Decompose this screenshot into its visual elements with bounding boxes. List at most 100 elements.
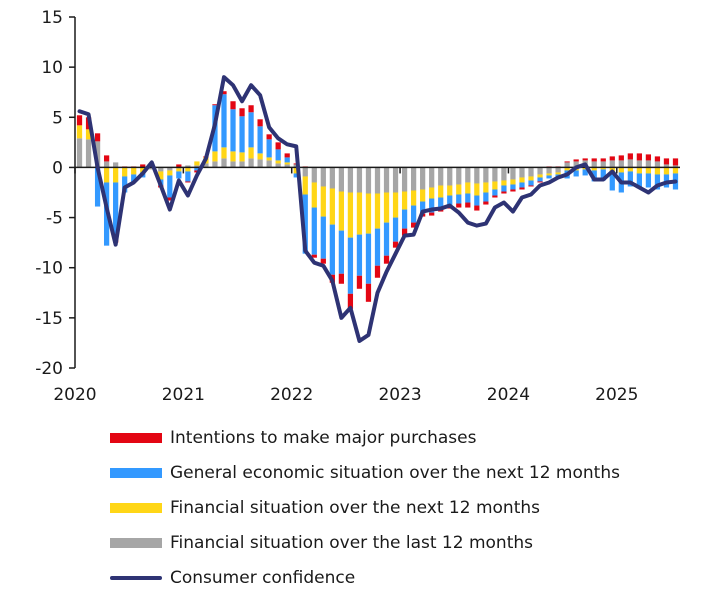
bar-general bbox=[528, 180, 534, 186]
bar-fin_last bbox=[546, 167, 552, 174]
legend-label-fin-last: Financial situation over the last 12 mon… bbox=[170, 532, 534, 553]
bar-fin_next bbox=[221, 147, 227, 159]
legend-swatch-purchases bbox=[110, 432, 162, 443]
bar-fin_next bbox=[627, 167, 633, 172]
bar-fin_next bbox=[429, 187, 435, 199]
bar-purchases bbox=[564, 161, 570, 163]
bar-fin_next bbox=[663, 167, 670, 175]
bar-general bbox=[636, 173, 642, 189]
bar-fin_next bbox=[456, 184, 462, 195]
bar-fin_last bbox=[654, 161, 661, 168]
bar-general bbox=[401, 209, 408, 229]
bar-fin_next bbox=[383, 192, 390, 223]
bar-general bbox=[392, 217, 399, 242]
bar-fin_last bbox=[465, 167, 471, 183]
bar-general bbox=[447, 195, 453, 206]
bar-purchases bbox=[356, 275, 363, 289]
bar-fin_next bbox=[447, 185, 453, 196]
bar-general bbox=[645, 173, 652, 188]
bar-fin_last bbox=[347, 167, 354, 193]
bar-general bbox=[275, 149, 281, 161]
bar-general bbox=[383, 222, 390, 256]
bar-fin_last bbox=[456, 167, 462, 185]
bar-general bbox=[176, 171, 182, 179]
chart-area: 15 10 5 0 -5 -10 -15 -20 2020 2021 2022 2023 2024 202… bbox=[35, 8, 680, 405]
bar-fin_next bbox=[420, 189, 426, 202]
bar-purchases bbox=[519, 187, 525, 190]
bar-fin_last bbox=[618, 160, 624, 168]
legend-swatch-fin-next bbox=[110, 502, 162, 513]
bar-fin_last bbox=[167, 167, 173, 171]
bar-fin_last bbox=[275, 163, 281, 168]
ticks-layer: 15 10 5 0 -5 -10 -15 -20 2020 2021 2022 2023 2024 202… bbox=[35, 8, 638, 405]
bar-purchases bbox=[392, 241, 399, 248]
bar-fin_next bbox=[654, 167, 661, 175]
bar-fin_last bbox=[564, 162, 570, 168]
legend-label-confidence: Consumer confidence bbox=[170, 567, 356, 588]
bar-fin_last bbox=[609, 160, 615, 168]
bar-fin_next bbox=[438, 185, 444, 198]
y-tick-label: -10 bbox=[35, 259, 63, 279]
bar-fin_last bbox=[338, 167, 344, 192]
bar-fin_last bbox=[636, 160, 642, 168]
bar-fin_last bbox=[537, 167, 543, 175]
bar-fin_last bbox=[672, 165, 679, 168]
bar-fin_next bbox=[284, 162, 290, 165]
bar-fin_next bbox=[122, 167, 128, 177]
bar-purchases bbox=[411, 222, 417, 228]
y-tick-label: -20 bbox=[35, 359, 63, 379]
bar-general bbox=[266, 139, 272, 158]
x-tick-label: 2020 bbox=[53, 385, 96, 405]
bar-purchases bbox=[645, 154, 652, 161]
x-tick-label: 2022 bbox=[270, 385, 313, 405]
bar-purchases bbox=[401, 228, 408, 236]
bar-fin_next bbox=[374, 193, 381, 229]
y-tick-label: 10 bbox=[41, 58, 63, 78]
bar-purchases bbox=[212, 104, 218, 106]
bar-general bbox=[239, 116, 245, 153]
bar-general bbox=[627, 171, 633, 187]
legend-item-confidence: Consumer confidence bbox=[110, 560, 620, 595]
bar-general bbox=[347, 237, 354, 294]
bar-purchases bbox=[663, 158, 670, 165]
bar-purchases bbox=[347, 293, 354, 309]
legend-label-fin-next: Financial situation over the next 12 mon… bbox=[170, 497, 540, 518]
legend-item-fin-next: Financial situation over the next 12 mon… bbox=[110, 490, 620, 525]
legend-line-confidence bbox=[110, 575, 162, 580]
bar-purchases bbox=[374, 265, 381, 278]
bar-purchases bbox=[582, 158, 588, 161]
bar-fin_last bbox=[510, 167, 516, 180]
bar-general bbox=[420, 201, 426, 214]
bar-purchases bbox=[654, 156, 661, 162]
x-tick-label: 2025 bbox=[595, 385, 638, 405]
bar-general bbox=[356, 234, 363, 276]
bar-purchases bbox=[474, 205, 480, 211]
bar-fin_last bbox=[438, 167, 444, 186]
bar-fin_next bbox=[483, 182, 489, 193]
bar-purchases bbox=[257, 119, 263, 127]
y-tick-label: 15 bbox=[41, 8, 63, 28]
bar-general bbox=[573, 170, 579, 177]
bar-fin_last bbox=[356, 167, 363, 193]
bar-general bbox=[122, 176, 128, 193]
legend: Intentions to make major purchases Gener… bbox=[110, 420, 620, 595]
bar-general bbox=[320, 216, 326, 259]
bar-general bbox=[429, 198, 435, 213]
bar-fin_next bbox=[158, 171, 164, 180]
bar-fin_next bbox=[266, 157, 272, 161]
bar-fin_last bbox=[374, 167, 381, 194]
bar-purchases bbox=[221, 91, 227, 95]
legend-label-general: General economic situation over the next… bbox=[170, 462, 620, 483]
bar-purchases bbox=[275, 142, 281, 150]
bar-fin_last bbox=[266, 160, 272, 168]
bar-fin_last bbox=[239, 161, 245, 168]
bar-purchases bbox=[528, 185, 534, 187]
bar-purchases bbox=[140, 164, 146, 168]
bar-fin_next bbox=[338, 191, 344, 231]
bar-general bbox=[365, 233, 372, 284]
bar-fin_next bbox=[582, 167, 588, 170]
bar-general bbox=[185, 171, 191, 182]
bar-general bbox=[438, 197, 444, 209]
legend-swatch-general bbox=[110, 467, 162, 478]
bar-fin_last bbox=[447, 167, 453, 186]
